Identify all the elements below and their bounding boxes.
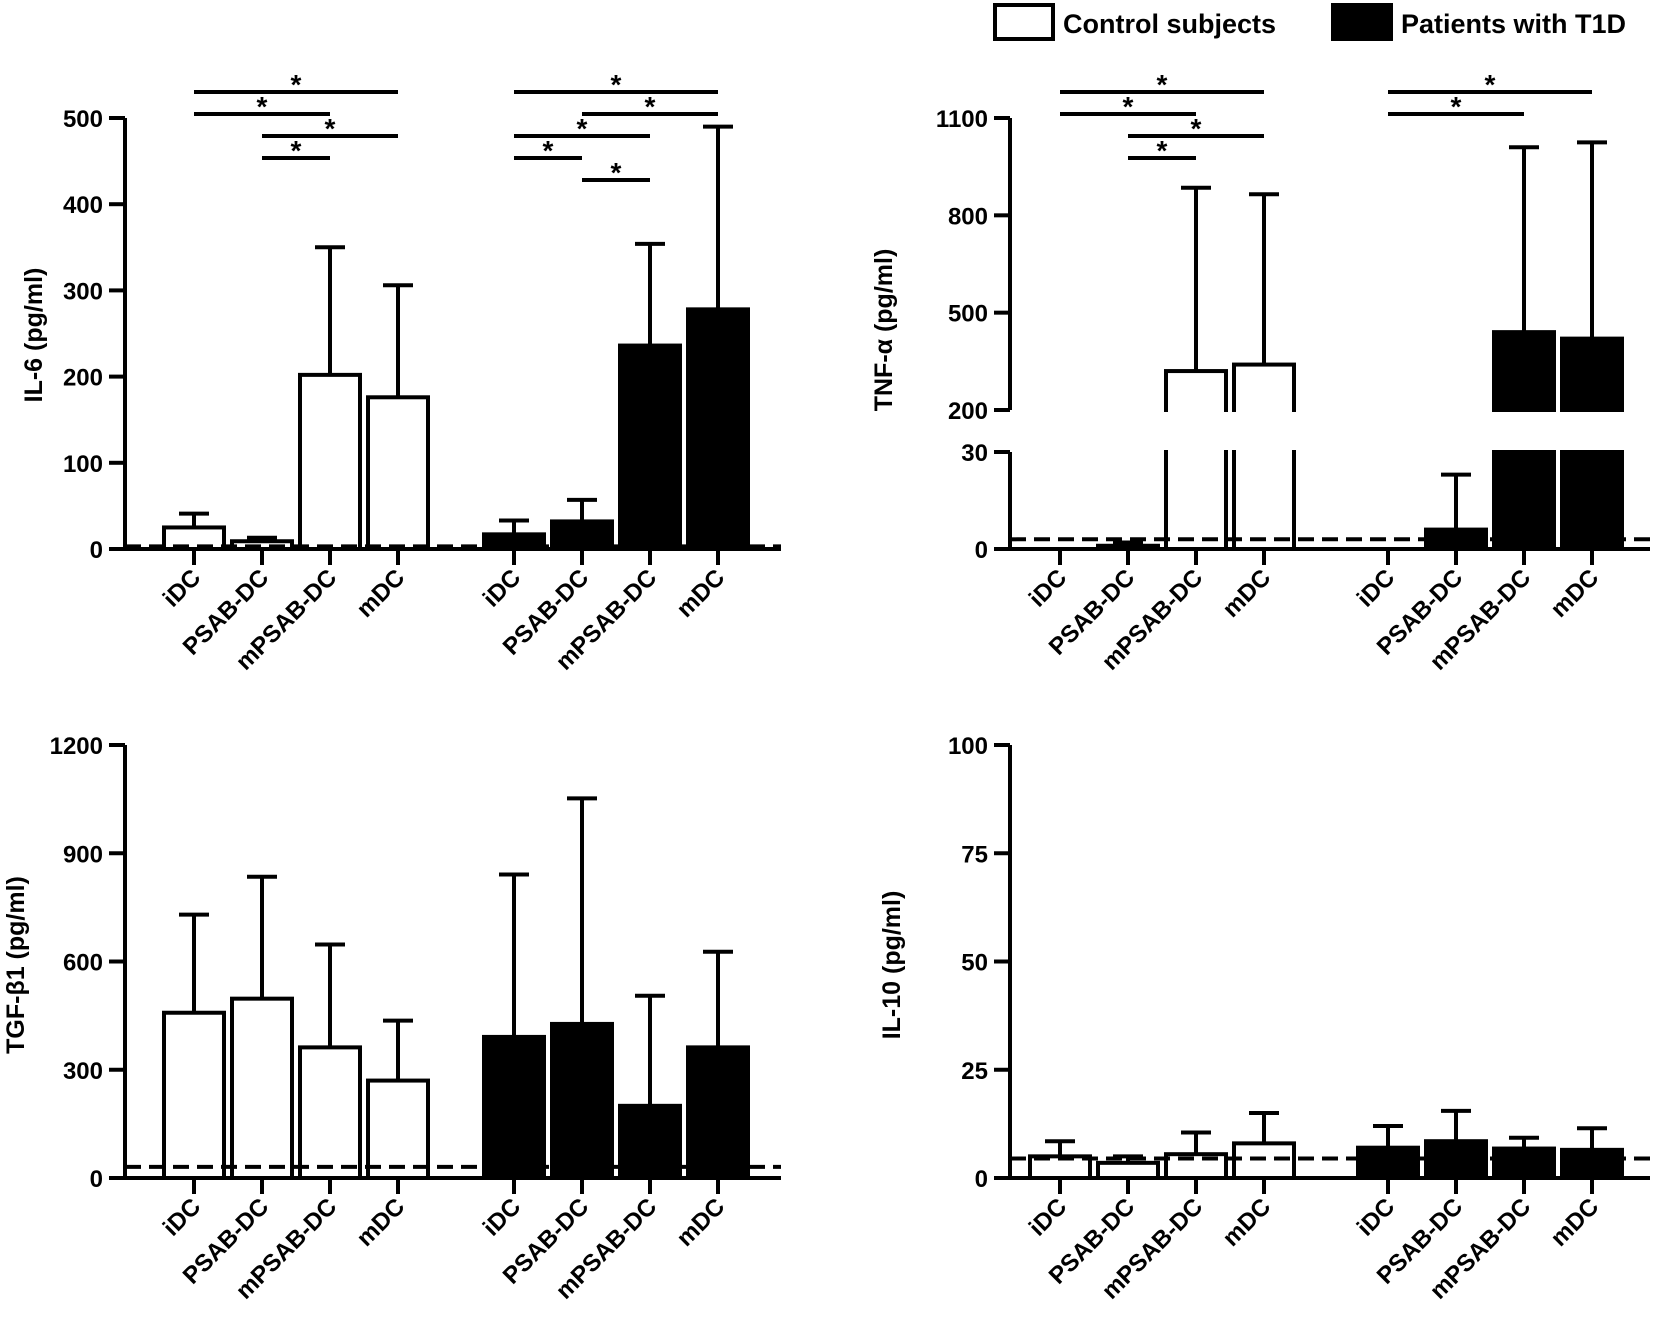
- il10-bar-0-1: [1096, 1160, 1160, 1180]
- tgfb1-bar-0-0: [162, 1010, 226, 1181]
- tnfa-y-tick-label-2: 200: [948, 398, 988, 425]
- legend-label-t1d: Patients with T1D: [1401, 9, 1626, 39]
- tnfa-sig-star-0-0: *: [1157, 69, 1168, 100]
- tgfb1-category-label-1-3: mDC: [672, 1193, 731, 1252]
- il6-bar-0-2: [298, 372, 362, 551]
- il6-y-tick-label-4: 400: [63, 192, 103, 219]
- tgfb1-bar-1-0: [482, 1034, 546, 1181]
- tgfb1-y-tick-label-0: 0: [90, 1166, 103, 1193]
- il6-sig-star-1-4: *: [611, 157, 622, 188]
- il10-y-tick-label-0: 0: [975, 1166, 988, 1193]
- il6-sig-star-1-1: *: [645, 91, 656, 122]
- tgfb1-bar-0-2: [298, 1045, 362, 1180]
- tnfa-category-label-1-0: iDC: [1352, 564, 1400, 612]
- tnfa-y-axis-title: TNF-α (pg/ml): [870, 249, 898, 412]
- il10-y-axis-title: IL-10 (pg/ml): [878, 891, 906, 1040]
- tnfa-y-tick-label-4: 800: [948, 203, 988, 230]
- il6-category-label-1-0: iDC: [478, 564, 526, 612]
- il10-category-label-0-0: iDC: [1024, 1193, 1072, 1241]
- tnfa-bar-0-3: [1232, 362, 1296, 413]
- tnfa-bar-1-3: [1560, 336, 1624, 412]
- il6-panel: IL-6 (pg/ml) 0100200300400500iDCPSAB-DCm…: [20, 69, 781, 676]
- tnfa-category-label-1-3: mDC: [1546, 564, 1605, 623]
- tgfb1-bar-1-1: [550, 1021, 614, 1181]
- tgfb1-y-tick-label-2: 600: [63, 950, 103, 977]
- il10-bar-0-3: [1232, 1141, 1296, 1180]
- il6-bar-1-3: [686, 307, 750, 552]
- il6-sig-star-0-2: *: [325, 113, 336, 144]
- tgfb1-y-tick-label-4: 1200: [50, 733, 103, 760]
- il10-y-tick-label-4: 100: [948, 733, 988, 760]
- tgfb1-category-label-0-0: iDC: [158, 1193, 206, 1241]
- il10-category-label-0-3: mDC: [1218, 1193, 1277, 1252]
- tgfb1-bar-0-3: [366, 1078, 430, 1180]
- tnfa-sig-star-1-1: *: [1451, 91, 1462, 122]
- il10-category-label-1-0: iDC: [1352, 1193, 1400, 1241]
- tnfa-y-tick-label-3: 500: [948, 301, 988, 328]
- il6-y-axis-title: IL-6 (pg/ml): [20, 268, 48, 403]
- il6-y-tick-label-1: 100: [63, 451, 103, 478]
- tgfb1-bar-1-3: [686, 1045, 750, 1180]
- tnfa-bar-lower-1-3: [1560, 450, 1624, 551]
- il6-sig-star-0-3: *: [291, 135, 302, 166]
- legend-label-control: Control subjects: [1063, 9, 1276, 39]
- tnfa-bar-lower-0-2: [1164, 450, 1228, 551]
- il10-y-tick-label-1: 25: [961, 1058, 988, 1085]
- tgfb1-category-label-1-0: iDC: [478, 1193, 526, 1241]
- il6-category-label-0-3: mDC: [352, 564, 411, 623]
- tgfb1-panel: TGF-β1 (pg/ml) 03006009001200iDCPSAB-DCm…: [2, 733, 781, 1305]
- tgfb1-y-tick-label-3: 900: [63, 841, 103, 868]
- tgfb1-category-label-0-3: mDC: [352, 1193, 411, 1252]
- il10-panel: IL-10 (pg/ml) 0255075100iDCPSAB-DCmPSAB-…: [878, 733, 1650, 1305]
- il6-y-tick-label-3: 300: [63, 278, 103, 305]
- legend-swatch-control: [993, 3, 1055, 41]
- tnfa-sig-star-0-1: *: [1123, 91, 1134, 122]
- tnfa-bar-lower-0-3: [1232, 450, 1296, 551]
- tnfa-y-tick-label-1: 30: [961, 440, 988, 467]
- il10-bar-1-2: [1492, 1146, 1556, 1181]
- il6-bar-0-3: [366, 395, 430, 551]
- tnfa-category-label-0-3: mDC: [1218, 564, 1277, 623]
- il6-sig-star-1-2: *: [577, 113, 588, 144]
- tnfa-bar-0-2: [1164, 369, 1228, 413]
- tnfa-sig-star-1-0: *: [1485, 69, 1496, 100]
- il6-y-tick-label-5: 500: [63, 106, 103, 133]
- il6-y-tick-label-2: 200: [63, 365, 103, 392]
- il10-category-label-1-3: mDC: [1546, 1193, 1605, 1252]
- il6-sig-star-1-0: *: [611, 69, 622, 100]
- il6-sig-star-1-3: *: [543, 135, 554, 166]
- tgfb1-y-axis-title: TGF-β1 (pg/ml): [2, 876, 30, 1054]
- tgfb1-y-tick-label-1: 300: [63, 1058, 103, 1085]
- legend: Control subjects Patients with T1D: [993, 3, 1626, 41]
- tnfa-category-label-0-0: iDC: [1024, 564, 1072, 612]
- il6-category-label-1-3: mDC: [672, 564, 731, 623]
- tnfa-y-tick-label-5: 1100: [936, 106, 988, 133]
- tnfa-bar-1-2: [1492, 330, 1556, 412]
- il10-y-tick-label-2: 50: [961, 950, 988, 977]
- il6-sig-star-0-0: *: [291, 69, 302, 100]
- legend-swatch-t1d: [1331, 3, 1393, 41]
- il6-bar-1-2: [618, 343, 682, 551]
- tnfa-bar-lower-1-2: [1492, 450, 1556, 551]
- il10-bar-1-3: [1560, 1147, 1624, 1180]
- il10-bar-1-0: [1356, 1145, 1420, 1180]
- tgfb1-bar-0-1: [230, 996, 294, 1180]
- il6-sig-star-0-1: *: [257, 91, 268, 122]
- tnfa-sig-star-0-3: *: [1157, 135, 1168, 166]
- il6-category-label-0-0: iDC: [158, 564, 206, 612]
- il10-y-tick-label-3: 75: [961, 841, 988, 868]
- il6-y-tick-label-0: 0: [90, 537, 103, 564]
- tnfa-panel: TNF-α (pg/ml) 0302005008001100iDCPSAB-DC…: [870, 69, 1650, 676]
- tnfa-sig-star-0-2: *: [1191, 113, 1202, 144]
- tnfa-y-tick-label-0: 0: [975, 537, 988, 564]
